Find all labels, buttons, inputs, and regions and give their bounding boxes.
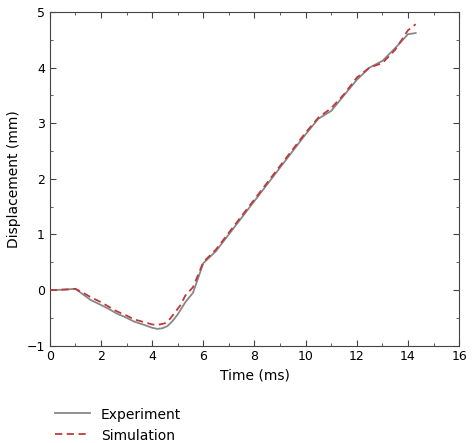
- X-axis label: Time (ms): Time (ms): [219, 369, 290, 383]
- Simulation: [213, 247, 219, 252]
- Line: Simulation: Simulation: [50, 24, 416, 325]
- Experiment: [303, 132, 309, 137]
- Experiment: [124, 315, 129, 320]
- Experiment: [252, 198, 257, 204]
- Simulation: [341, 92, 347, 97]
- Experiment: [341, 93, 347, 98]
- Simulation: [177, 303, 183, 308]
- Simulation: [167, 316, 173, 322]
- Simulation: [162, 321, 168, 326]
- Experiment: [277, 165, 283, 170]
- Experiment: [392, 46, 398, 51]
- Experiment: [405, 31, 411, 37]
- Simulation: [149, 322, 155, 327]
- Simulation: [354, 75, 360, 80]
- Simulation: [239, 214, 245, 219]
- Simulation: [88, 295, 93, 300]
- Experiment: [159, 326, 165, 331]
- Simulation: [131, 317, 137, 322]
- Simulation: [328, 105, 334, 111]
- Experiment: [170, 319, 175, 324]
- Simulation: [392, 47, 398, 52]
- Simulation: [172, 310, 178, 315]
- Simulation: [303, 130, 309, 135]
- Experiment: [213, 249, 219, 254]
- Experiment: [239, 215, 245, 220]
- Simulation: [80, 290, 86, 295]
- Experiment: [201, 260, 206, 266]
- Simulation: [290, 147, 296, 152]
- Experiment: [106, 306, 111, 311]
- Experiment: [88, 297, 93, 303]
- Experiment: [149, 325, 155, 330]
- Experiment: [182, 299, 188, 305]
- Experiment: [190, 290, 196, 295]
- Simulation: [413, 22, 419, 27]
- Simulation: [182, 293, 188, 298]
- Simulation: [47, 287, 53, 292]
- Simulation: [380, 60, 385, 66]
- Experiment: [290, 148, 296, 154]
- Experiment: [55, 287, 60, 292]
- Simulation: [367, 65, 373, 70]
- Experiment: [80, 292, 86, 297]
- Simulation: [226, 230, 232, 235]
- Experiment: [131, 319, 137, 324]
- Experiment: [164, 323, 170, 329]
- Experiment: [316, 116, 321, 121]
- Y-axis label: Displacement (mm): Displacement (mm): [7, 110, 21, 248]
- Simulation: [55, 287, 60, 292]
- Simulation: [113, 308, 119, 314]
- Simulation: [277, 163, 283, 169]
- Simulation: [124, 313, 129, 318]
- Simulation: [142, 319, 147, 325]
- Experiment: [413, 31, 419, 36]
- Experiment: [47, 287, 53, 292]
- Experiment: [226, 232, 232, 237]
- Legend: Experiment, Simulation: Experiment, Simulation: [50, 402, 187, 443]
- Simulation: [405, 27, 411, 33]
- Experiment: [328, 108, 334, 113]
- Experiment: [264, 182, 270, 187]
- Experiment: [98, 302, 104, 307]
- Simulation: [65, 287, 71, 292]
- Line: Experiment: Experiment: [50, 33, 416, 329]
- Simulation: [190, 284, 196, 290]
- Experiment: [65, 287, 71, 292]
- Simulation: [98, 299, 104, 305]
- Simulation: [264, 180, 270, 185]
- Experiment: [367, 65, 373, 70]
- Simulation: [155, 323, 160, 328]
- Experiment: [354, 77, 360, 82]
- Simulation: [73, 286, 78, 291]
- Experiment: [142, 323, 147, 328]
- Experiment: [73, 286, 78, 291]
- Simulation: [106, 304, 111, 309]
- Experiment: [380, 58, 385, 63]
- Experiment: [113, 311, 119, 316]
- Simulation: [316, 115, 321, 120]
- Experiment: [155, 326, 160, 331]
- Simulation: [252, 197, 257, 202]
- Simulation: [201, 260, 206, 265]
- Experiment: [175, 312, 181, 317]
